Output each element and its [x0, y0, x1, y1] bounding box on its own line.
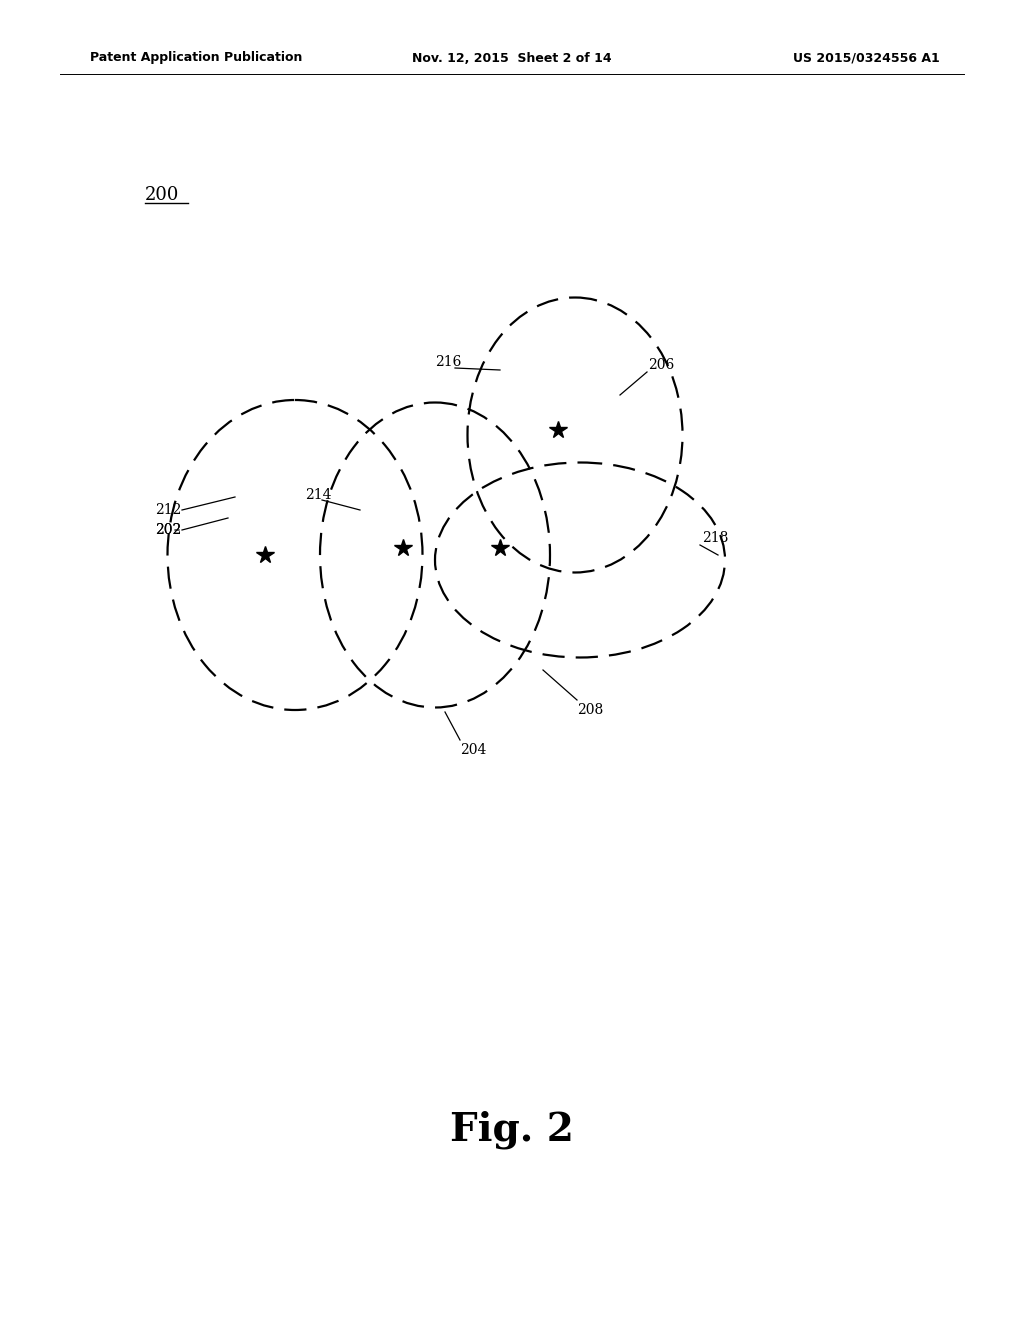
Text: Nov. 12, 2015  Sheet 2 of 14: Nov. 12, 2015 Sheet 2 of 14 — [413, 51, 611, 65]
Text: 214: 214 — [305, 488, 332, 502]
Text: 200: 200 — [145, 186, 179, 205]
Text: 216: 216 — [435, 355, 462, 370]
Text: 206: 206 — [648, 358, 674, 372]
Text: 204: 204 — [460, 743, 486, 756]
Text: Patent Application Publication: Patent Application Publication — [90, 51, 302, 65]
Text: 202: 202 — [155, 523, 181, 537]
Text: 212: 212 — [155, 503, 181, 517]
Text: 208: 208 — [577, 704, 603, 717]
Text: Fig. 2: Fig. 2 — [451, 1110, 573, 1150]
Text: 218: 218 — [702, 531, 728, 545]
Text: US 2015/0324556 A1: US 2015/0324556 A1 — [794, 51, 940, 65]
Text: 202: 202 — [155, 523, 181, 537]
